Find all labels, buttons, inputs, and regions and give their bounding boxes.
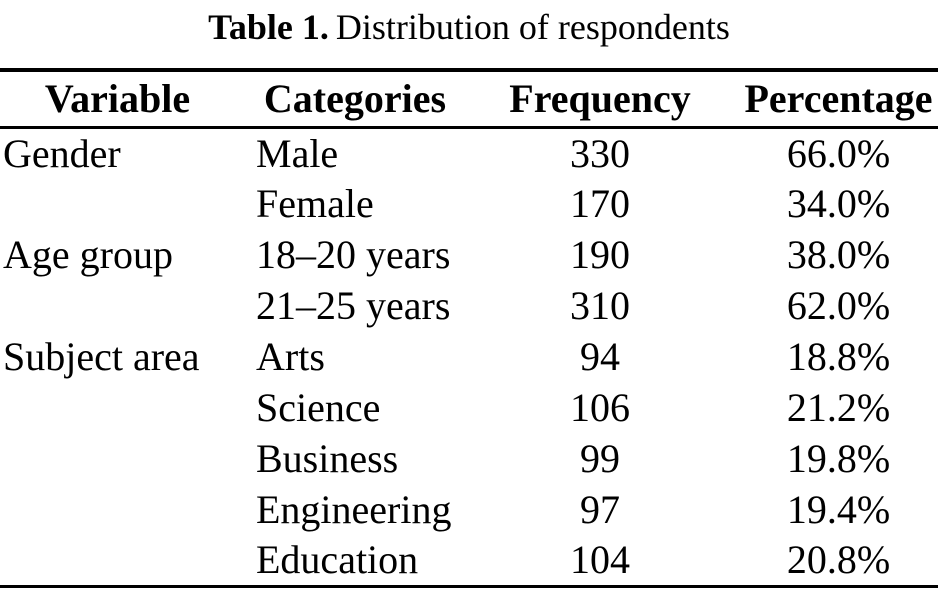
variable-cell (0, 433, 235, 484)
table-row: Business 99 19.8% (0, 433, 938, 484)
table-row: Female 170 34.0% (0, 178, 938, 229)
column-header-frequency: Frequency (509, 76, 691, 122)
variable-cell: Subject area (3, 334, 200, 379)
table-header: Variable Categories Frequency Percentage (0, 70, 938, 127)
percentage-cell: 20.8% (786, 537, 891, 583)
category-cell: Business (256, 436, 399, 481)
respondents-table: Variable Categories Frequency Percentage… (0, 68, 938, 588)
category-cell: Male (256, 130, 339, 176)
table-body: Gender Male 330 66.0% Female 170 34.0% Age grou… (0, 127, 938, 586)
table-row: 21–25 years 310 62.0% (0, 280, 938, 331)
frequency-cell: 106 (570, 385, 630, 430)
percentage-cell: 19.8% (786, 436, 891, 481)
table-row: Subject area Arts 94 18.8% (0, 331, 938, 382)
percentage-cell: 62.0% (786, 283, 891, 328)
variable-cell: Gender (3, 130, 121, 176)
percentage-cell: 18.8% (786, 334, 891, 379)
variable-cell (0, 484, 235, 535)
frequency-cell: 99 (580, 436, 620, 481)
table-row: Education 104 20.8% (0, 535, 938, 586)
table-title: Table 1. Distribution of respondents (0, 0, 938, 54)
column-header-variable: Variable (44, 76, 191, 122)
percentage-cell: 66.0% (786, 130, 891, 176)
table-row: Age group 18–20 years 190 38.0% (0, 229, 938, 280)
variable-cell (0, 382, 235, 433)
table-title-text: Distribution of respondents (335, 7, 730, 47)
frequency-cell: 94 (580, 334, 620, 379)
percentage-cell: 38.0% (786, 232, 891, 277)
category-cell: Education (256, 537, 419, 583)
variable-cell (0, 178, 235, 229)
table-row: Gender Male 330 66.0% (0, 127, 938, 178)
frequency-cell: 310 (570, 283, 630, 328)
percentage-cell: 19.4% (786, 487, 891, 532)
variable-cell: Age group (3, 232, 173, 277)
table-row: Science 106 21.2% (0, 382, 938, 433)
column-header-percentage: Percentage (744, 76, 933, 122)
variable-cell (0, 280, 235, 331)
variable-cell (0, 535, 235, 586)
percentage-cell: 34.0% (786, 181, 891, 226)
frequency-cell: 104 (570, 537, 630, 583)
frequency-cell: 170 (570, 181, 630, 226)
table-number-label: Table 1. (208, 7, 329, 47)
percentage-cell: 21.2% (786, 385, 891, 430)
frequency-cell: 97 (580, 487, 620, 532)
frequency-cell: 190 (570, 232, 630, 277)
column-header-categories: Categories (263, 76, 447, 122)
frequency-cell: 330 (570, 130, 630, 176)
category-cell: Arts (256, 334, 325, 379)
category-cell: Female (256, 181, 374, 226)
category-cell: Science (256, 385, 381, 430)
table-header-row: Variable Categories Frequency Percentage (0, 70, 938, 127)
table-row: Engineering 97 19.4% (0, 484, 938, 535)
category-cell: 18–20 years (256, 232, 451, 277)
category-cell: Engineering (256, 487, 452, 532)
category-cell: 21–25 years (256, 283, 451, 328)
